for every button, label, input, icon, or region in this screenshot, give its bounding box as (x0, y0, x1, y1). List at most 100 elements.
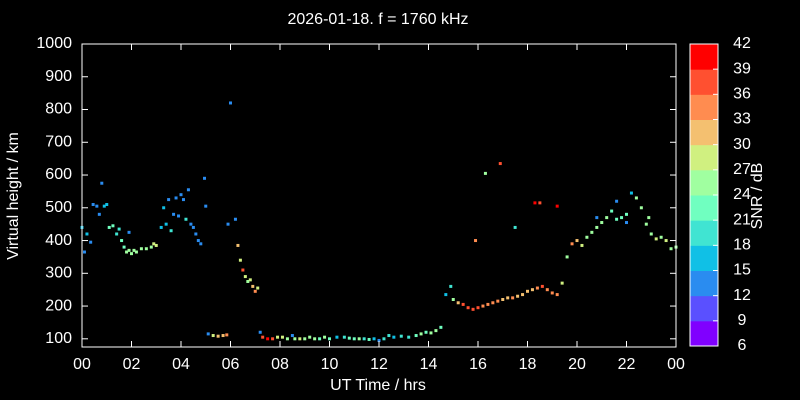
data-point (111, 224, 115, 228)
data-point (545, 288, 549, 292)
data-point (95, 204, 99, 208)
data-point (159, 225, 163, 229)
data-point (313, 337, 317, 341)
y-tick-label: 800 (45, 101, 72, 118)
data-point (474, 239, 478, 243)
data-point (595, 216, 599, 220)
data-point (261, 335, 265, 339)
data-point (139, 247, 143, 251)
data-point (629, 191, 633, 195)
data-point (392, 335, 396, 339)
data-point (238, 258, 242, 262)
data-point (308, 335, 312, 339)
data-point (196, 239, 200, 243)
data-point (538, 201, 542, 205)
x-tick-label: 12 (370, 356, 388, 373)
data-point (189, 222, 193, 226)
data-point (419, 332, 423, 336)
data-point (461, 302, 465, 306)
data-point (347, 336, 351, 340)
colorbar-tick-label: 21 (733, 211, 751, 228)
data-point (429, 331, 433, 335)
data-point (669, 247, 673, 251)
data-point (654, 237, 658, 241)
y-tick-label: 100 (45, 330, 72, 347)
data-point (535, 286, 539, 290)
colorbar-band (690, 320, 718, 347)
data-point (580, 243, 584, 247)
colorbar-tick-label: 6 (738, 337, 747, 354)
x-tick-label: 08 (271, 356, 289, 373)
data-point (513, 225, 517, 229)
data-point (639, 206, 643, 210)
data-point (335, 335, 339, 339)
colorbar-tick-label: 33 (733, 111, 751, 128)
data-point (516, 294, 520, 298)
colorbar-tick-label: 15 (733, 262, 751, 279)
x-tick-label: 14 (420, 356, 438, 373)
data-point (122, 245, 126, 249)
colorbar-band (690, 119, 718, 146)
data-point (387, 334, 391, 338)
data-point (372, 337, 376, 341)
data-point (233, 217, 237, 221)
data-point (647, 216, 651, 220)
data-point (491, 301, 495, 305)
data-point (540, 284, 544, 288)
data-point (236, 243, 240, 247)
y-tick-label: 300 (45, 265, 72, 282)
data-point (164, 222, 168, 226)
data-point (407, 335, 411, 339)
data-point (590, 230, 594, 234)
colorbar-band (690, 144, 718, 171)
data-point (276, 335, 280, 339)
data-point (206, 332, 210, 336)
colorbar-band (690, 169, 718, 196)
data-point (144, 247, 148, 251)
data-point (533, 201, 537, 205)
data-point (152, 242, 156, 246)
data-point (595, 225, 599, 229)
y-tick-label: 600 (45, 166, 72, 183)
data-point (575, 239, 579, 243)
x-tick-label: 18 (519, 356, 537, 373)
colorbar-tick-label: 24 (733, 186, 751, 203)
data-point (102, 204, 106, 208)
data-point (439, 325, 443, 329)
data-point (634, 196, 638, 200)
data-point (585, 235, 589, 239)
data-point (256, 286, 260, 290)
data-point (530, 288, 534, 292)
data-point (625, 212, 628, 216)
data-point (191, 225, 195, 229)
data-point (526, 289, 529, 293)
data-point (172, 212, 176, 216)
colorbar-tick-label: 42 (733, 35, 751, 52)
colorbar-label: SNR / dB (749, 163, 766, 230)
data-point (476, 306, 480, 310)
data-point (399, 334, 403, 338)
data-point (659, 235, 663, 239)
colorbar-tick-label: 39 (733, 60, 751, 77)
data-point (471, 307, 475, 311)
data-point (120, 239, 124, 243)
data-point (221, 334, 225, 338)
data-point (644, 222, 648, 226)
data-point (97, 212, 101, 216)
x-tick-label: 20 (568, 356, 586, 373)
data-point (570, 242, 574, 246)
data-point (154, 243, 158, 247)
data-point (625, 221, 628, 225)
data-point (127, 248, 131, 252)
colorbar-band (690, 195, 718, 221)
data-point (501, 298, 505, 302)
data-point (352, 337, 356, 341)
colorbar-band (690, 69, 718, 95)
data-point (216, 334, 220, 338)
colorbar-band (690, 94, 718, 120)
data-point (328, 337, 331, 341)
data-point (243, 275, 247, 279)
y-tick-label: 200 (45, 297, 72, 314)
data-point (266, 337, 270, 341)
